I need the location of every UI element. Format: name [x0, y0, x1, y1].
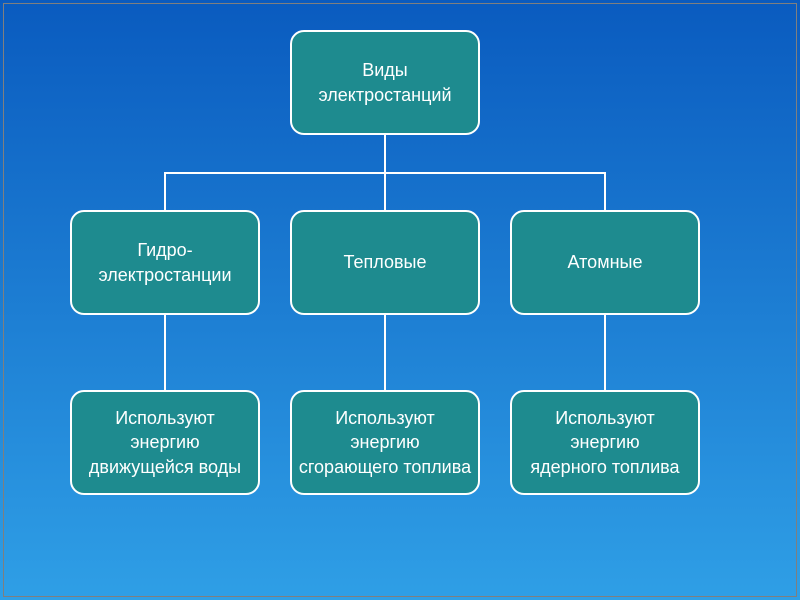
edge-segment	[384, 315, 386, 390]
node-atomic-use: Используют энергию ядерного топлива	[510, 390, 700, 495]
node-hydro: Гидро- электростанции	[70, 210, 260, 315]
node-hydro-label: Гидро- электростанции	[98, 238, 231, 287]
edge-segment	[604, 315, 606, 390]
node-thermal: Тепловые	[290, 210, 480, 315]
edge-segment	[384, 172, 386, 211]
edge-segment	[164, 315, 166, 390]
node-root: Виды электростанций	[290, 30, 480, 135]
node-thermal-label: Тепловые	[344, 250, 427, 274]
node-hydro-use: Используют энергию движущейся воды	[70, 390, 260, 495]
edge-segment	[604, 172, 606, 211]
node-thermal-use-label: Используют энергию сгорающего топлива	[299, 406, 471, 479]
node-atomic-label: Атомные	[568, 250, 643, 274]
node-atomic-use-label: Используют энергию ядерного топлива	[530, 406, 679, 479]
node-root-label: Виды электростанций	[318, 58, 451, 107]
node-thermal-use: Используют энергию сгорающего топлива	[290, 390, 480, 495]
node-atomic: Атомные	[510, 210, 700, 315]
edge-segment	[164, 172, 166, 211]
node-hydro-use-label: Используют энергию движущейся воды	[89, 406, 241, 479]
edge-segment	[384, 135, 386, 173]
